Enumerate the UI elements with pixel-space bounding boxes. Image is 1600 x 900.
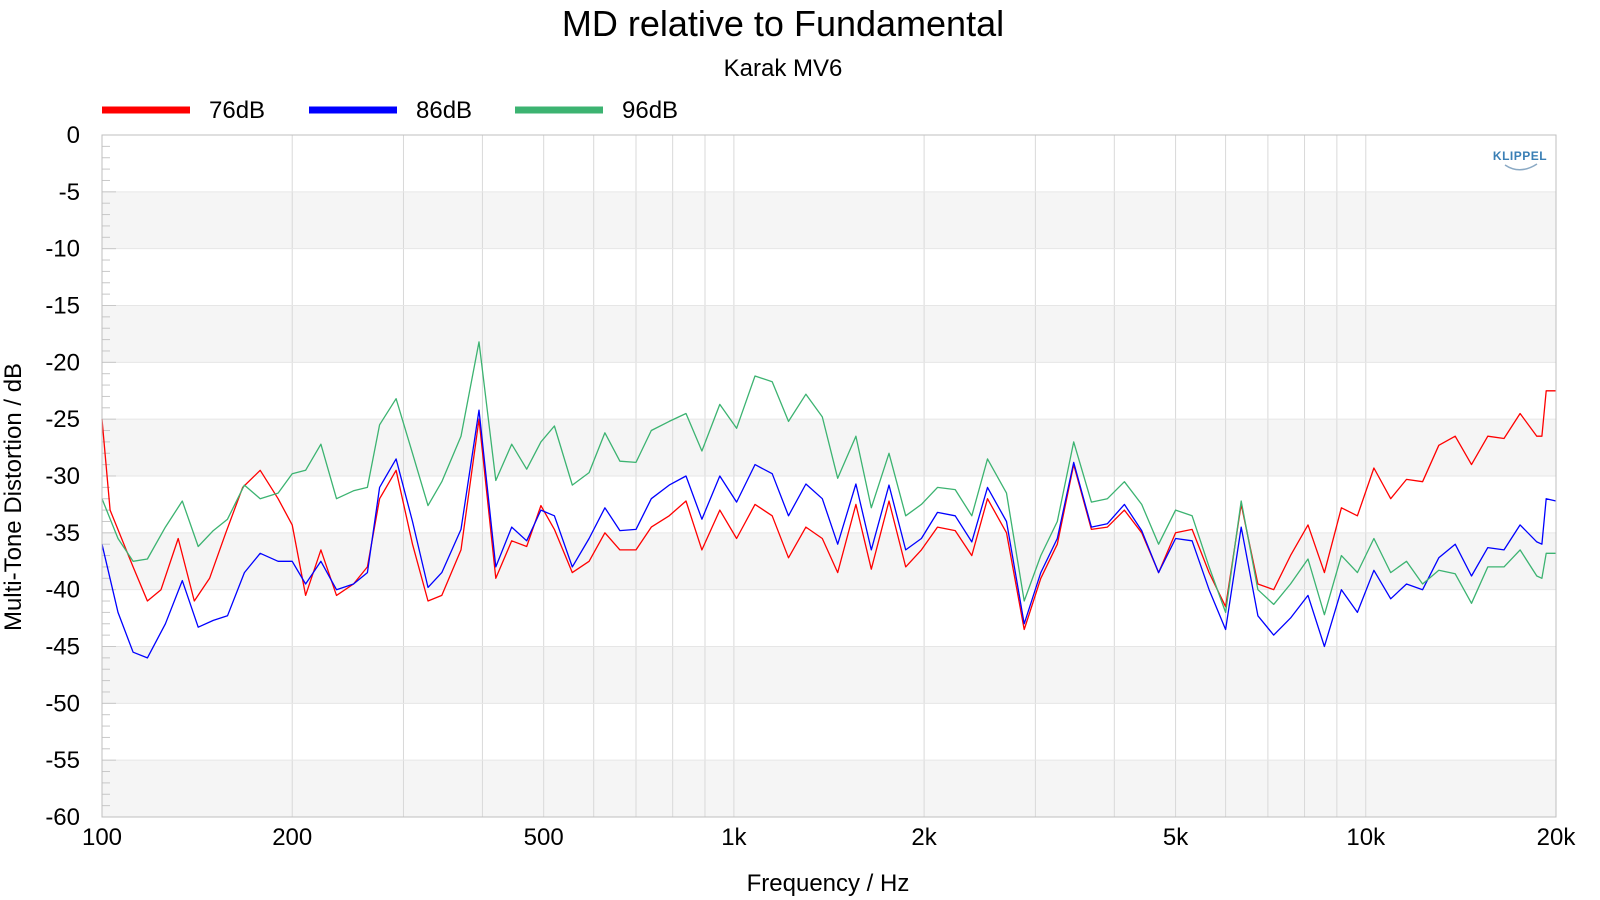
plot-band bbox=[102, 646, 1556, 704]
grid-lines bbox=[102, 134, 1556, 818]
series-line-96db bbox=[101, 341, 1556, 616]
y-tick-label: -5 bbox=[59, 179, 80, 206]
y-tick-label: -60 bbox=[45, 804, 80, 831]
plot-band bbox=[102, 191, 1556, 249]
y-tick-label: -50 bbox=[45, 690, 80, 717]
plot-band bbox=[102, 589, 1556, 647]
chart-title: MD relative to Fundamental bbox=[562, 3, 1004, 44]
plot-band bbox=[102, 476, 1556, 533]
x-tick-labels: 100 200 500 1k 2k 5k 10k 20k bbox=[82, 824, 1576, 851]
plot-band bbox=[102, 248, 1556, 306]
plot-band bbox=[102, 135, 1556, 192]
y-tick-label: -15 bbox=[45, 293, 80, 320]
chart-subtitle: Karak MV6 bbox=[724, 55, 843, 82]
klippel-logo-swoosh bbox=[1504, 163, 1538, 171]
klippel-logo: KLIPPEL bbox=[1493, 149, 1547, 171]
y-tick-labels: 0 -5 -10 -15 -20 -25 -30 -35 -40 -45 -50 -55 -60 bbox=[45, 122, 80, 831]
y-tick-label: -25 bbox=[45, 406, 80, 433]
series-lines bbox=[101, 341, 1557, 659]
plot-band bbox=[102, 419, 1556, 476]
x-tick-label: 100 bbox=[82, 824, 122, 851]
plot-band bbox=[102, 760, 1556, 817]
plot-band bbox=[102, 532, 1556, 590]
y-tick-label: -35 bbox=[45, 520, 80, 547]
legend: 76dB 86dB 96dB bbox=[102, 97, 678, 124]
x-tick-label: 5k bbox=[1163, 824, 1189, 851]
y-axis-label: Multi-Tone Distortion / dB bbox=[0, 363, 27, 631]
plot-band bbox=[102, 305, 1556, 363]
x-tick-label: 500 bbox=[524, 824, 564, 851]
series-line-86db bbox=[101, 409, 1557, 659]
y-tick-label: -45 bbox=[45, 634, 80, 661]
y-tick-label: 0 bbox=[67, 122, 80, 149]
plot-background bbox=[102, 135, 1556, 817]
y-tick-label: -20 bbox=[45, 349, 80, 376]
y-tick-label: -10 bbox=[45, 236, 80, 263]
x-tick-label: 1k bbox=[721, 824, 747, 851]
plot-band bbox=[102, 362, 1556, 420]
legend-label-86db: 86dB bbox=[416, 97, 472, 124]
plot-frame bbox=[101, 134, 1557, 818]
y-tick-label: -30 bbox=[45, 463, 80, 490]
x-tick-label: 2k bbox=[911, 824, 937, 851]
y-tick-label: -55 bbox=[45, 747, 80, 774]
x-tick-label: 200 bbox=[272, 824, 312, 851]
klippel-logo-text: KLIPPEL bbox=[1493, 149, 1547, 163]
series-line-76db bbox=[101, 390, 1556, 631]
legend-label-76db: 76dB bbox=[209, 97, 265, 124]
x-tick-label: 20k bbox=[1537, 824, 1577, 851]
x-axis-label: Frequency / Hz bbox=[747, 870, 910, 897]
y-tick-label: -40 bbox=[45, 577, 80, 604]
x-tick-label: 10k bbox=[1346, 824, 1386, 851]
legend-label-96db: 96dB bbox=[622, 97, 678, 124]
plot-band bbox=[102, 703, 1556, 761]
